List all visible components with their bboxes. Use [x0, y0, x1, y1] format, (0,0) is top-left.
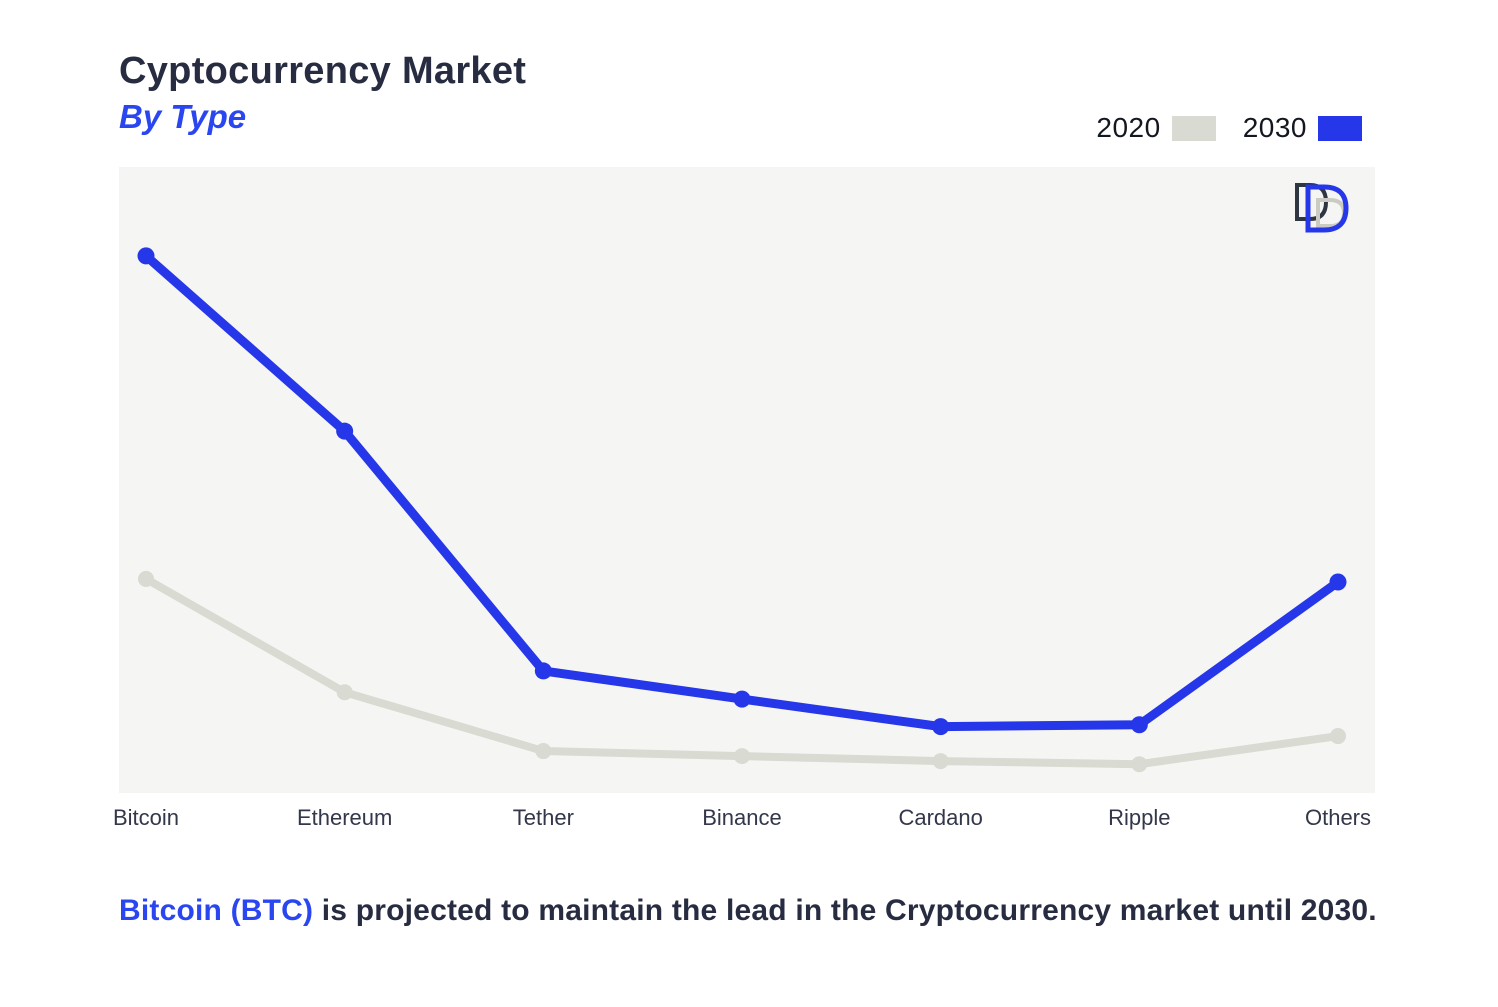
x-axis-label-ripple: Ripple [1108, 805, 1171, 830]
data-point-2020-Bitcoin [138, 570, 154, 587]
series-line-2030 [141, 251, 1343, 732]
data-point-2030-Cardano [932, 718, 950, 736]
data-point-2030-Tether [534, 662, 552, 680]
chart-legend: 2020 2030 [1096, 112, 1362, 144]
x-axis-label-cardano: Cardano [898, 805, 983, 830]
chart-area [119, 167, 1375, 793]
data-point-2020-Ripple [1131, 756, 1148, 773]
x-axis-label-tether: Tether [512, 805, 574, 830]
x-axis: Bitcoin Ethereum Tether Binance Cardano Rippl… [113, 793, 1375, 837]
legend-swatch-2020 [1171, 115, 1216, 141]
data-point-2020-Others [1330, 728, 1346, 745]
legend-item-2030: 2030 [1243, 112, 1362, 144]
data-point-2020-Binance [734, 748, 750, 765]
data-point-2030-Bitcoin [137, 247, 155, 265]
x-axis-label-others: Others [1304, 805, 1372, 830]
caption-text: is projected to maintain the lead in the… [313, 894, 1377, 927]
data-point-2030-Ethereum [336, 422, 354, 440]
caption: Bitcoin (BTC) is projected to maintain t… [119, 894, 1419, 928]
data-point-2030-Ripple [1130, 716, 1148, 734]
caption-highlight: Bitcoin (BTC) [119, 894, 314, 927]
x-axis-label-ethereum: Ethereum [296, 805, 393, 830]
page-subtitle: By Type [119, 98, 247, 135]
legend-swatch-2030 [1318, 115, 1362, 141]
data-point-2020-Ethereum [336, 684, 353, 701]
data-point-2020-Cardano [932, 753, 949, 770]
x-axis-label-bitcoin: Bitcoin [112, 805, 180, 830]
series-line-2020 [142, 574, 1342, 769]
dd-logo-icon [1295, 183, 1349, 233]
data-point-2030-Binance [733, 690, 751, 708]
legend-label-2030: 2030 [1242, 112, 1307, 143]
data-point-2020-Tether [535, 743, 552, 760]
legend-item-2020: 2020 [1096, 112, 1216, 144]
plot-svg [137, 247, 1347, 773]
x-axis-label-binance: Binance [702, 805, 782, 830]
legend-label-2020: 2020 [1096, 112, 1161, 143]
page-title: Cyptocurrency Market [119, 50, 527, 92]
data-point-2030-Others [1329, 573, 1347, 591]
